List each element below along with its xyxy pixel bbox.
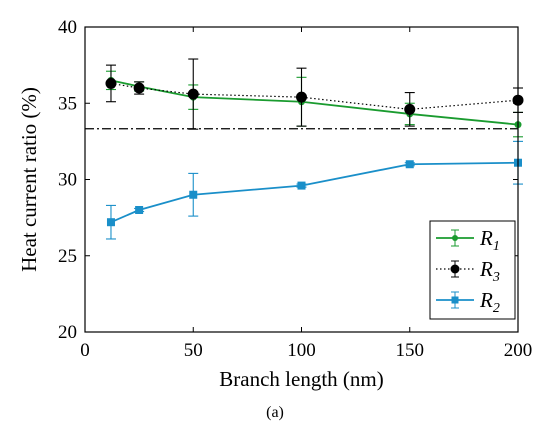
y-tick-label: 20 bbox=[58, 322, 77, 343]
x-tick-label: 0 bbox=[80, 340, 90, 361]
series-line-r2 bbox=[110, 161, 519, 224]
y-tick-label: 35 bbox=[58, 93, 77, 114]
data-point bbox=[189, 190, 198, 199]
legend-marker bbox=[452, 235, 458, 241]
y-tick-label: 25 bbox=[58, 246, 77, 267]
legend-box bbox=[429, 220, 516, 320]
y-tick-label: 30 bbox=[58, 170, 77, 191]
legend-marker bbox=[450, 264, 460, 274]
y-axis-label: Heat current ratio (%) bbox=[17, 87, 41, 272]
legend-subscript: 1 bbox=[493, 239, 500, 254]
x-tick-label: 200 bbox=[504, 340, 533, 361]
data-point bbox=[404, 103, 416, 115]
data-point bbox=[135, 206, 144, 214]
data-point bbox=[297, 181, 306, 190]
data-point bbox=[106, 218, 115, 227]
series-r2 bbox=[105, 140, 523, 240]
x-tick-label: 150 bbox=[396, 340, 425, 361]
plot-layer bbox=[85, 58, 524, 240]
figure-caption: (a) bbox=[266, 404, 284, 421]
series-line-r3 bbox=[110, 82, 519, 110]
series-r1 bbox=[105, 70, 523, 138]
x-tick-label: 100 bbox=[287, 340, 316, 361]
data-point bbox=[405, 160, 414, 169]
y-tick-label: 40 bbox=[58, 17, 77, 38]
ticks-layer: 0 50 100 150 200 20 25 30 35 40 bbox=[58, 17, 532, 361]
legend-marker bbox=[451, 296, 459, 304]
data-point bbox=[296, 91, 307, 103]
x-tick-label: 50 bbox=[184, 340, 203, 361]
legend-subscript: 3 bbox=[492, 270, 500, 285]
data-point bbox=[133, 82, 145, 94]
data-point bbox=[187, 88, 199, 100]
data-point bbox=[105, 77, 117, 89]
x-axis-label: Branch length (nm) bbox=[219, 367, 383, 391]
series-line-r1 bbox=[110, 79, 519, 126]
legend-subscript: 2 bbox=[493, 301, 500, 316]
